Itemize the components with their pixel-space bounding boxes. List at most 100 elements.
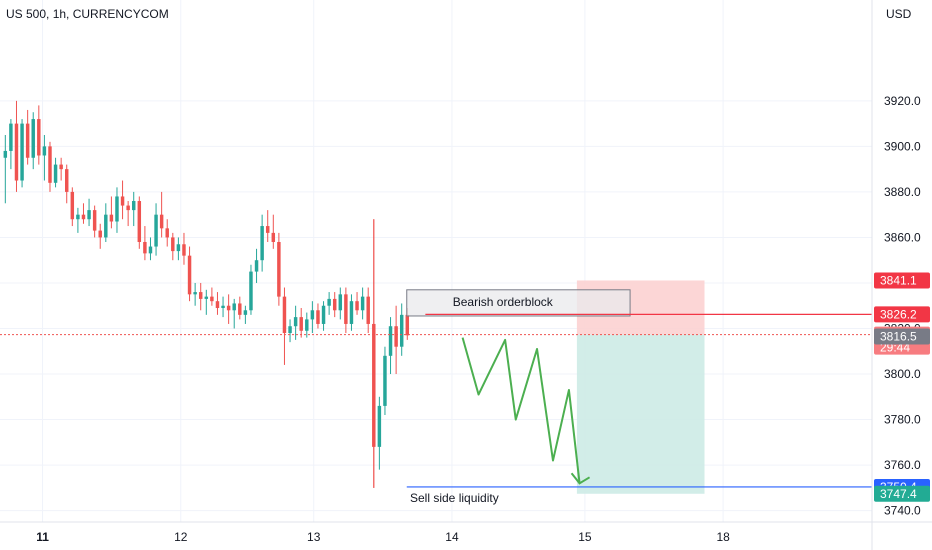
candlestick[interactable]	[14, 100, 19, 192]
candle-body	[238, 303, 242, 315]
time-axis[interactable]: 11 12 13 14 15 18	[0, 521, 932, 544]
projected-path[interactable]	[461, 337, 581, 484]
candlestick[interactable]	[53, 157, 58, 188]
candlestick[interactable]	[383, 346, 387, 416]
candlestick[interactable]	[226, 294, 231, 324]
candlestick[interactable]	[243, 305, 248, 324]
candlestick[interactable]	[159, 191, 164, 238]
candlestick[interactable]	[176, 237, 181, 261]
candlestick[interactable]	[265, 210, 270, 242]
candlestick[interactable]	[338, 287, 343, 320]
candlestick[interactable]	[316, 303, 320, 329]
candle-body	[377, 405, 382, 447]
candlestick[interactable]	[37, 105, 41, 165]
candlestick[interactable]	[104, 203, 108, 242]
candlestick[interactable]	[332, 292, 337, 318]
candlestick[interactable]	[48, 141, 52, 192]
candlestick[interactable]	[42, 134, 47, 181]
candlestick[interactable]	[193, 282, 197, 306]
candle-body	[260, 226, 264, 261]
price-tick-label: 3880.0	[884, 185, 921, 199]
candlestick[interactable]	[3, 134, 8, 204]
candlestick[interactable]	[293, 305, 298, 340]
candlestick[interactable]	[321, 301, 326, 331]
candlestick[interactable]	[377, 396, 382, 470]
candlestick[interactable]	[271, 214, 276, 249]
candlestick[interactable]	[388, 317, 393, 375]
candlestick[interactable]	[277, 232, 281, 306]
time-tick-label: 11	[36, 530, 49, 544]
candlestick[interactable]	[92, 205, 97, 238]
candlestick[interactable]	[131, 191, 136, 227]
candle-body	[265, 226, 270, 233]
candlestick[interactable]	[70, 187, 75, 227]
candlestick[interactable]	[76, 207, 80, 233]
candlestick[interactable]	[182, 232, 186, 265]
candlestick[interactable]	[288, 319, 292, 343]
candlestick[interactable]	[221, 296, 225, 318]
candlestick[interactable]	[115, 187, 119, 233]
candlestick[interactable]	[171, 232, 175, 261]
candlestick[interactable]	[210, 287, 214, 306]
candle-body	[9, 123, 13, 151]
candlestick[interactable]	[20, 119, 24, 188]
candlestick[interactable]	[299, 308, 303, 338]
price-axis[interactable]: 3740.03760.03780.03800.03820.03840.03860…	[871, 0, 930, 550]
candlestick[interactable]	[394, 305, 398, 375]
candlestick[interactable]	[282, 287, 287, 365]
candlesticks[interactable]	[3, 100, 410, 488]
bearish-orderblock-box[interactable]	[406, 289, 631, 317]
candlestick[interactable]	[137, 196, 142, 249]
candlestick[interactable]	[215, 292, 220, 315]
price-tick-label: 3800.0	[884, 367, 921, 381]
candlestick[interactable]	[232, 298, 236, 329]
candlestick[interactable]	[9, 119, 13, 170]
candlestick[interactable]	[238, 296, 242, 320]
candlestick[interactable]	[187, 246, 192, 302]
candlestick[interactable]	[98, 223, 102, 249]
price-badge-bg	[874, 328, 930, 345]
price-badge[interactable]: 3747.4	[874, 485, 930, 502]
candlestick[interactable]	[165, 219, 169, 247]
candlestick[interactable]	[81, 203, 86, 224]
candle-body	[176, 244, 181, 252]
candle-body	[204, 296, 209, 299]
candle-body	[59, 164, 63, 170]
candle-body	[388, 326, 393, 356]
candlestick[interactable]	[204, 289, 209, 315]
time-tick-label: 12	[174, 530, 188, 544]
candle-body	[154, 214, 158, 247]
candle-body	[120, 196, 125, 206]
candlestick[interactable]	[109, 196, 114, 229]
candle-body	[299, 317, 303, 331]
candlestick[interactable]	[399, 303, 404, 356]
candlestick[interactable]	[154, 203, 158, 256]
candlestick[interactable]	[349, 294, 354, 331]
candlestick[interactable]	[59, 157, 63, 181]
candlestick[interactable]	[31, 112, 35, 170]
price-badge[interactable]: 3826.2	[874, 306, 930, 323]
candlestick[interactable]	[355, 292, 359, 315]
price-badge[interactable]: 3816.5	[874, 328, 930, 345]
candlestick[interactable]	[344, 287, 348, 334]
drawing-overlays[interactable]: Bearish orderblock Sell side liquidity	[0, 219, 872, 505]
candlestick[interactable]	[143, 226, 147, 261]
price-badge[interactable]: 3841.1	[874, 272, 930, 289]
candlestick[interactable]	[198, 282, 203, 311]
candlestick[interactable]	[25, 109, 30, 165]
candlestick[interactable]	[254, 248, 259, 283]
candlestick[interactable]	[126, 201, 130, 227]
candlestick[interactable]	[360, 287, 365, 320]
candlestick[interactable]	[310, 301, 315, 334]
candlestick[interactable]	[148, 237, 153, 261]
candle-body	[321, 305, 326, 324]
candlestick[interactable]	[327, 292, 331, 315]
candlestick[interactable]	[305, 312, 309, 338]
candlestick[interactable]	[249, 264, 253, 315]
candlestick[interactable]	[260, 214, 264, 272]
candlestick[interactable]	[87, 198, 91, 227]
candlestick[interactable]	[64, 164, 69, 204]
candlestick[interactable]	[366, 287, 370, 334]
candlestick[interactable]	[120, 180, 125, 220]
